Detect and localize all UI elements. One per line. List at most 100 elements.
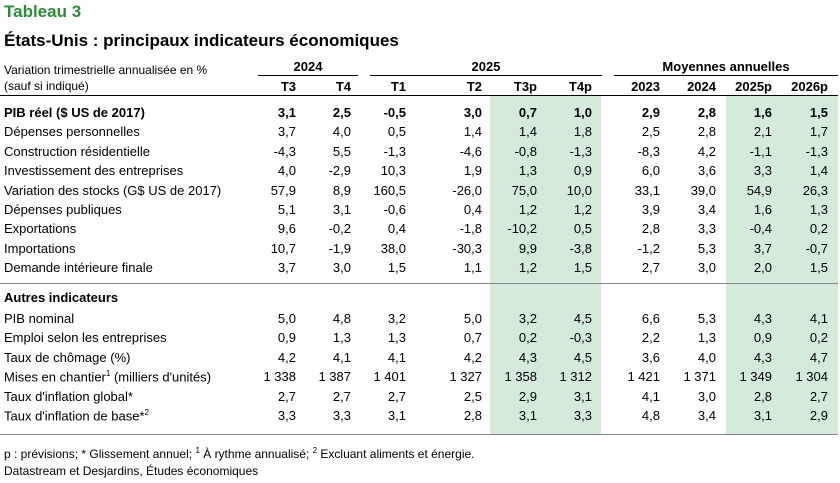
table-cell: 1,3	[809, 202, 828, 217]
table-cell: 3,7	[753, 240, 772, 256]
table-cell: 3,2	[518, 311, 537, 326]
table-cell: 1 371	[683, 369, 716, 385]
table-cell: -0,5	[383, 105, 406, 120]
table-cell: 1,4	[463, 124, 482, 140]
table-cell: 4,1	[809, 311, 828, 326]
column-header: 2026p	[791, 79, 828, 94]
table-cell: 3,4	[697, 202, 716, 217]
table-cell: -0,6	[383, 202, 406, 217]
table-cell: 1 327	[449, 369, 482, 385]
table-cell: -30,3	[452, 240, 482, 256]
table-cell: 1 358	[504, 369, 537, 385]
table-cell: 4,0	[332, 124, 351, 140]
table-cell: 10,3	[380, 163, 406, 179]
table-cell: 3,4	[697, 408, 716, 423]
row-label: PIB réel ($ US de 2017)	[4, 105, 145, 120]
table-cell: 4,2	[277, 349, 296, 365]
table-cell: 1,5	[387, 260, 406, 276]
table-cell: -3,8	[569, 240, 592, 256]
row-label: Taux d'inflation global*	[4, 388, 133, 404]
header-note-line1: Variation trimestrielle annualisée en %	[4, 63, 208, 77]
table-cell: -4,6	[459, 143, 482, 159]
table-row: Taux de chômage (%) 4,2 4,1 4,1 4,2 4,3 4,5 3,6…	[0, 348, 838, 367]
table-cell: 3,7	[277, 260, 296, 276]
table-cell: 2,7	[277, 388, 296, 404]
table-cell: 0,4	[387, 221, 406, 237]
table-cell: 3,1	[753, 408, 772, 423]
table-cell: 1,5	[809, 260, 828, 276]
table-cell: 6,0	[641, 163, 660, 179]
table-cell: 0,2	[809, 330, 828, 346]
bottom-rule	[0, 434, 838, 435]
table-cell: 4,3	[518, 349, 537, 365]
table-cell: 3,3	[573, 408, 592, 423]
table-cell: 0,7	[463, 330, 482, 346]
table-cell: 1,8	[573, 124, 592, 140]
table-cell: 9,9	[518, 240, 537, 256]
table-cell: 3,3	[753, 163, 772, 179]
table-cell: 0,9	[277, 330, 296, 346]
table-cell: 1,2	[518, 202, 537, 217]
row-label: Construction résidentielle	[4, 143, 150, 159]
table-cell: -0,7	[805, 240, 828, 256]
table-cell: 1,4	[518, 124, 537, 140]
table-cell: 2,8	[753, 388, 772, 404]
table-row: Taux d'inflation de base*2 3,3 3,3 3,1 2,8 3,…	[0, 406, 838, 425]
table-cell: -1,2	[637, 240, 660, 256]
table-cell: 5,5	[332, 143, 351, 159]
table-cell: 1 421	[627, 369, 660, 385]
table-row: Taux d'inflation global* 2,7 2,7 2,7 2,5 2,9 3…	[0, 387, 838, 406]
table-cell: 3,0	[697, 260, 716, 276]
row-label: Emploi selon les entreprises	[4, 330, 167, 346]
table-cell: 1,3	[518, 163, 537, 179]
table-cell: 0,5	[387, 124, 406, 140]
table-cell: 3,3	[332, 408, 351, 423]
table-cell: 1,3	[332, 330, 351, 346]
table-cell: 0,9	[573, 163, 592, 179]
table-cell: 2,7	[332, 388, 351, 404]
table-subtitle: États-Unis : principaux indicateurs écon…	[4, 31, 399, 50]
table-cell: 2,9	[641, 105, 660, 120]
table-cell: 1,5	[573, 260, 592, 276]
table-cell: 57,9	[270, 182, 296, 198]
table-cell: -2,9	[328, 163, 351, 179]
table-row: Dépenses publiques 5,1 3,1 -0,6 0,4 1,2 1,2 3,9…	[0, 200, 838, 219]
table-cell: 2,5	[332, 105, 351, 120]
table-cell: 2,0	[753, 260, 772, 276]
table-cell: 3,6	[641, 349, 660, 365]
table-cell: 3,0	[463, 105, 482, 120]
table-cell: 3,1	[518, 408, 537, 423]
table-cell: 9,6	[277, 221, 296, 237]
table-cell: -8,3	[637, 143, 660, 159]
table-cell: -1,9	[328, 240, 351, 256]
table-cell: 3,0	[332, 260, 351, 276]
table-cell: 1,0	[573, 105, 592, 120]
table-cell: 75,0	[511, 182, 537, 198]
table-row: Exportations 9,6 -0,2 0,4 -1,8 -10,2 0,5 2,8 3,3…	[0, 219, 838, 238]
table-cell: 4,3	[753, 311, 772, 326]
row-label: Exportations	[4, 221, 77, 237]
row-label: Variation des stocks (G$ US de 2017)	[4, 182, 222, 198]
table-cell: 3,0	[697, 388, 716, 404]
group-underline-2024	[258, 75, 358, 76]
group-underline-2025	[370, 75, 602, 76]
section-rule	[0, 283, 838, 284]
table-row: PIB réel ($ US de 2017) 3,1 2,5 -0,5 3,0 0,7 1…	[0, 103, 838, 122]
table-cell: 33,1	[634, 182, 660, 198]
table-cell: -26,0	[452, 182, 482, 198]
table-cell: 2,7	[809, 388, 828, 404]
table-cell: 3,1	[277, 105, 296, 120]
table-cell: -10,2	[507, 221, 537, 237]
table-row: Investissement des entreprises 4,0 -2,9 10,…	[0, 161, 838, 180]
table-cell: 1,3	[697, 330, 716, 346]
table-row: Importations 10,7 -1,9 38,0 -30,3 9,9 -3,8 -1,2…	[0, 239, 838, 258]
table-cell: 6,6	[641, 311, 660, 326]
source-note: Datastream et Desjardins, Études économi…	[4, 464, 259, 478]
group-header-annual: Moyennes annuelles	[662, 59, 790, 74]
table-cell: 2,7	[641, 260, 660, 276]
table-cell: 3,2	[387, 311, 406, 326]
table-cell: 1 338	[263, 369, 296, 385]
table-cell: 2,1	[753, 124, 772, 140]
table-cell: 1,7	[809, 124, 828, 140]
header-rule	[0, 95, 838, 96]
